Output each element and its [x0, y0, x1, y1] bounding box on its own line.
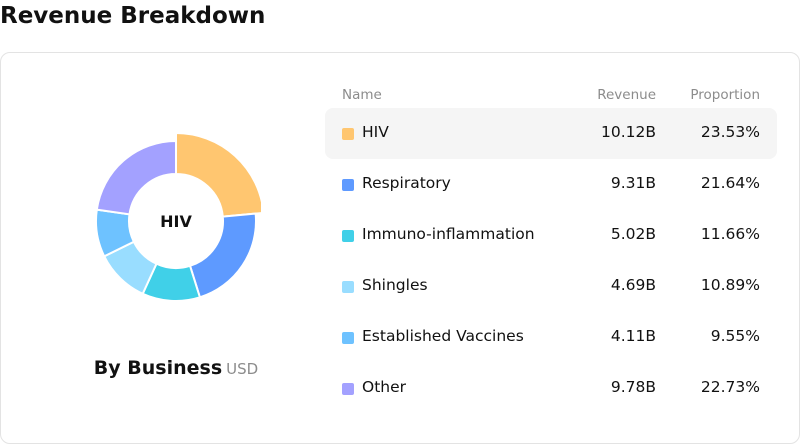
legend-swatch — [342, 179, 354, 191]
table-row[interactable]: Respiratory 9.31B 21.64% — [325, 159, 777, 210]
breakdown-table: Name Revenue Proportion HIV 10.12B 23.53% R… — [325, 83, 777, 414]
row-revenue: 4.69B — [610, 276, 656, 294]
header-name: Name — [342, 87, 382, 103]
donut-slice-other[interactable] — [95, 139, 177, 216]
table-row[interactable]: HIV 10.12B 23.53% — [325, 108, 777, 159]
row-proportion: 23.53% — [700, 123, 760, 141]
donut-slice-hiv[interactable] — [175, 133, 261, 218]
row-revenue: 10.12B — [600, 123, 656, 141]
row-name: Immuno-inflammation — [362, 225, 535, 243]
chart-caption: By Business USD — [1, 357, 351, 379]
table-row[interactable]: Established Vaccines 4.11B 9.55% — [325, 312, 777, 363]
row-proportion: 11.66% — [700, 225, 760, 243]
row-revenue: 4.11B — [610, 327, 656, 345]
row-revenue: 5.02B — [610, 225, 656, 243]
row-proportion: 10.89% — [700, 276, 760, 294]
row-name: Shingles — [362, 276, 428, 294]
legend-swatch — [342, 128, 354, 140]
row-proportion: 21.64% — [700, 174, 760, 192]
legend-swatch — [342, 332, 354, 344]
row-name: Respiratory — [362, 174, 451, 192]
table-body: HIV 10.12B 23.53% Respiratory 9.31B 21.64% Imm… — [325, 108, 777, 414]
row-proportion: 22.73% — [700, 378, 760, 396]
revenue-card: HIV By Business USD Name Revenue Proporti… — [0, 52, 800, 444]
donut-chart — [95, 133, 261, 302]
table-row[interactable]: Shingles 4.69B 10.89% — [325, 261, 777, 312]
legend-swatch — [342, 230, 354, 242]
row-proportion: 9.55% — [710, 327, 760, 345]
caption-unit: USD — [226, 360, 259, 378]
table-header: Name Revenue Proportion — [325, 83, 777, 108]
table-row[interactable]: Other 9.78B 22.73% — [325, 363, 777, 414]
legend-swatch — [342, 383, 354, 395]
row-name: Established Vaccines — [362, 327, 524, 345]
page-title: Revenue Breakdown — [0, 3, 266, 29]
header-revenue: Revenue — [597, 87, 656, 103]
row-revenue: 9.78B — [610, 378, 656, 396]
row-name: HIV — [362, 123, 389, 141]
legend-swatch — [342, 281, 354, 293]
row-name: Other — [362, 378, 407, 396]
caption-title: By Business — [93, 357, 223, 379]
row-revenue: 9.31B — [610, 174, 656, 192]
header-proportion: Proportion — [690, 87, 760, 103]
donut-center-label: HIV — [160, 212, 192, 231]
table-row[interactable]: Immuno-inflammation 5.02B 11.66% — [325, 210, 777, 261]
